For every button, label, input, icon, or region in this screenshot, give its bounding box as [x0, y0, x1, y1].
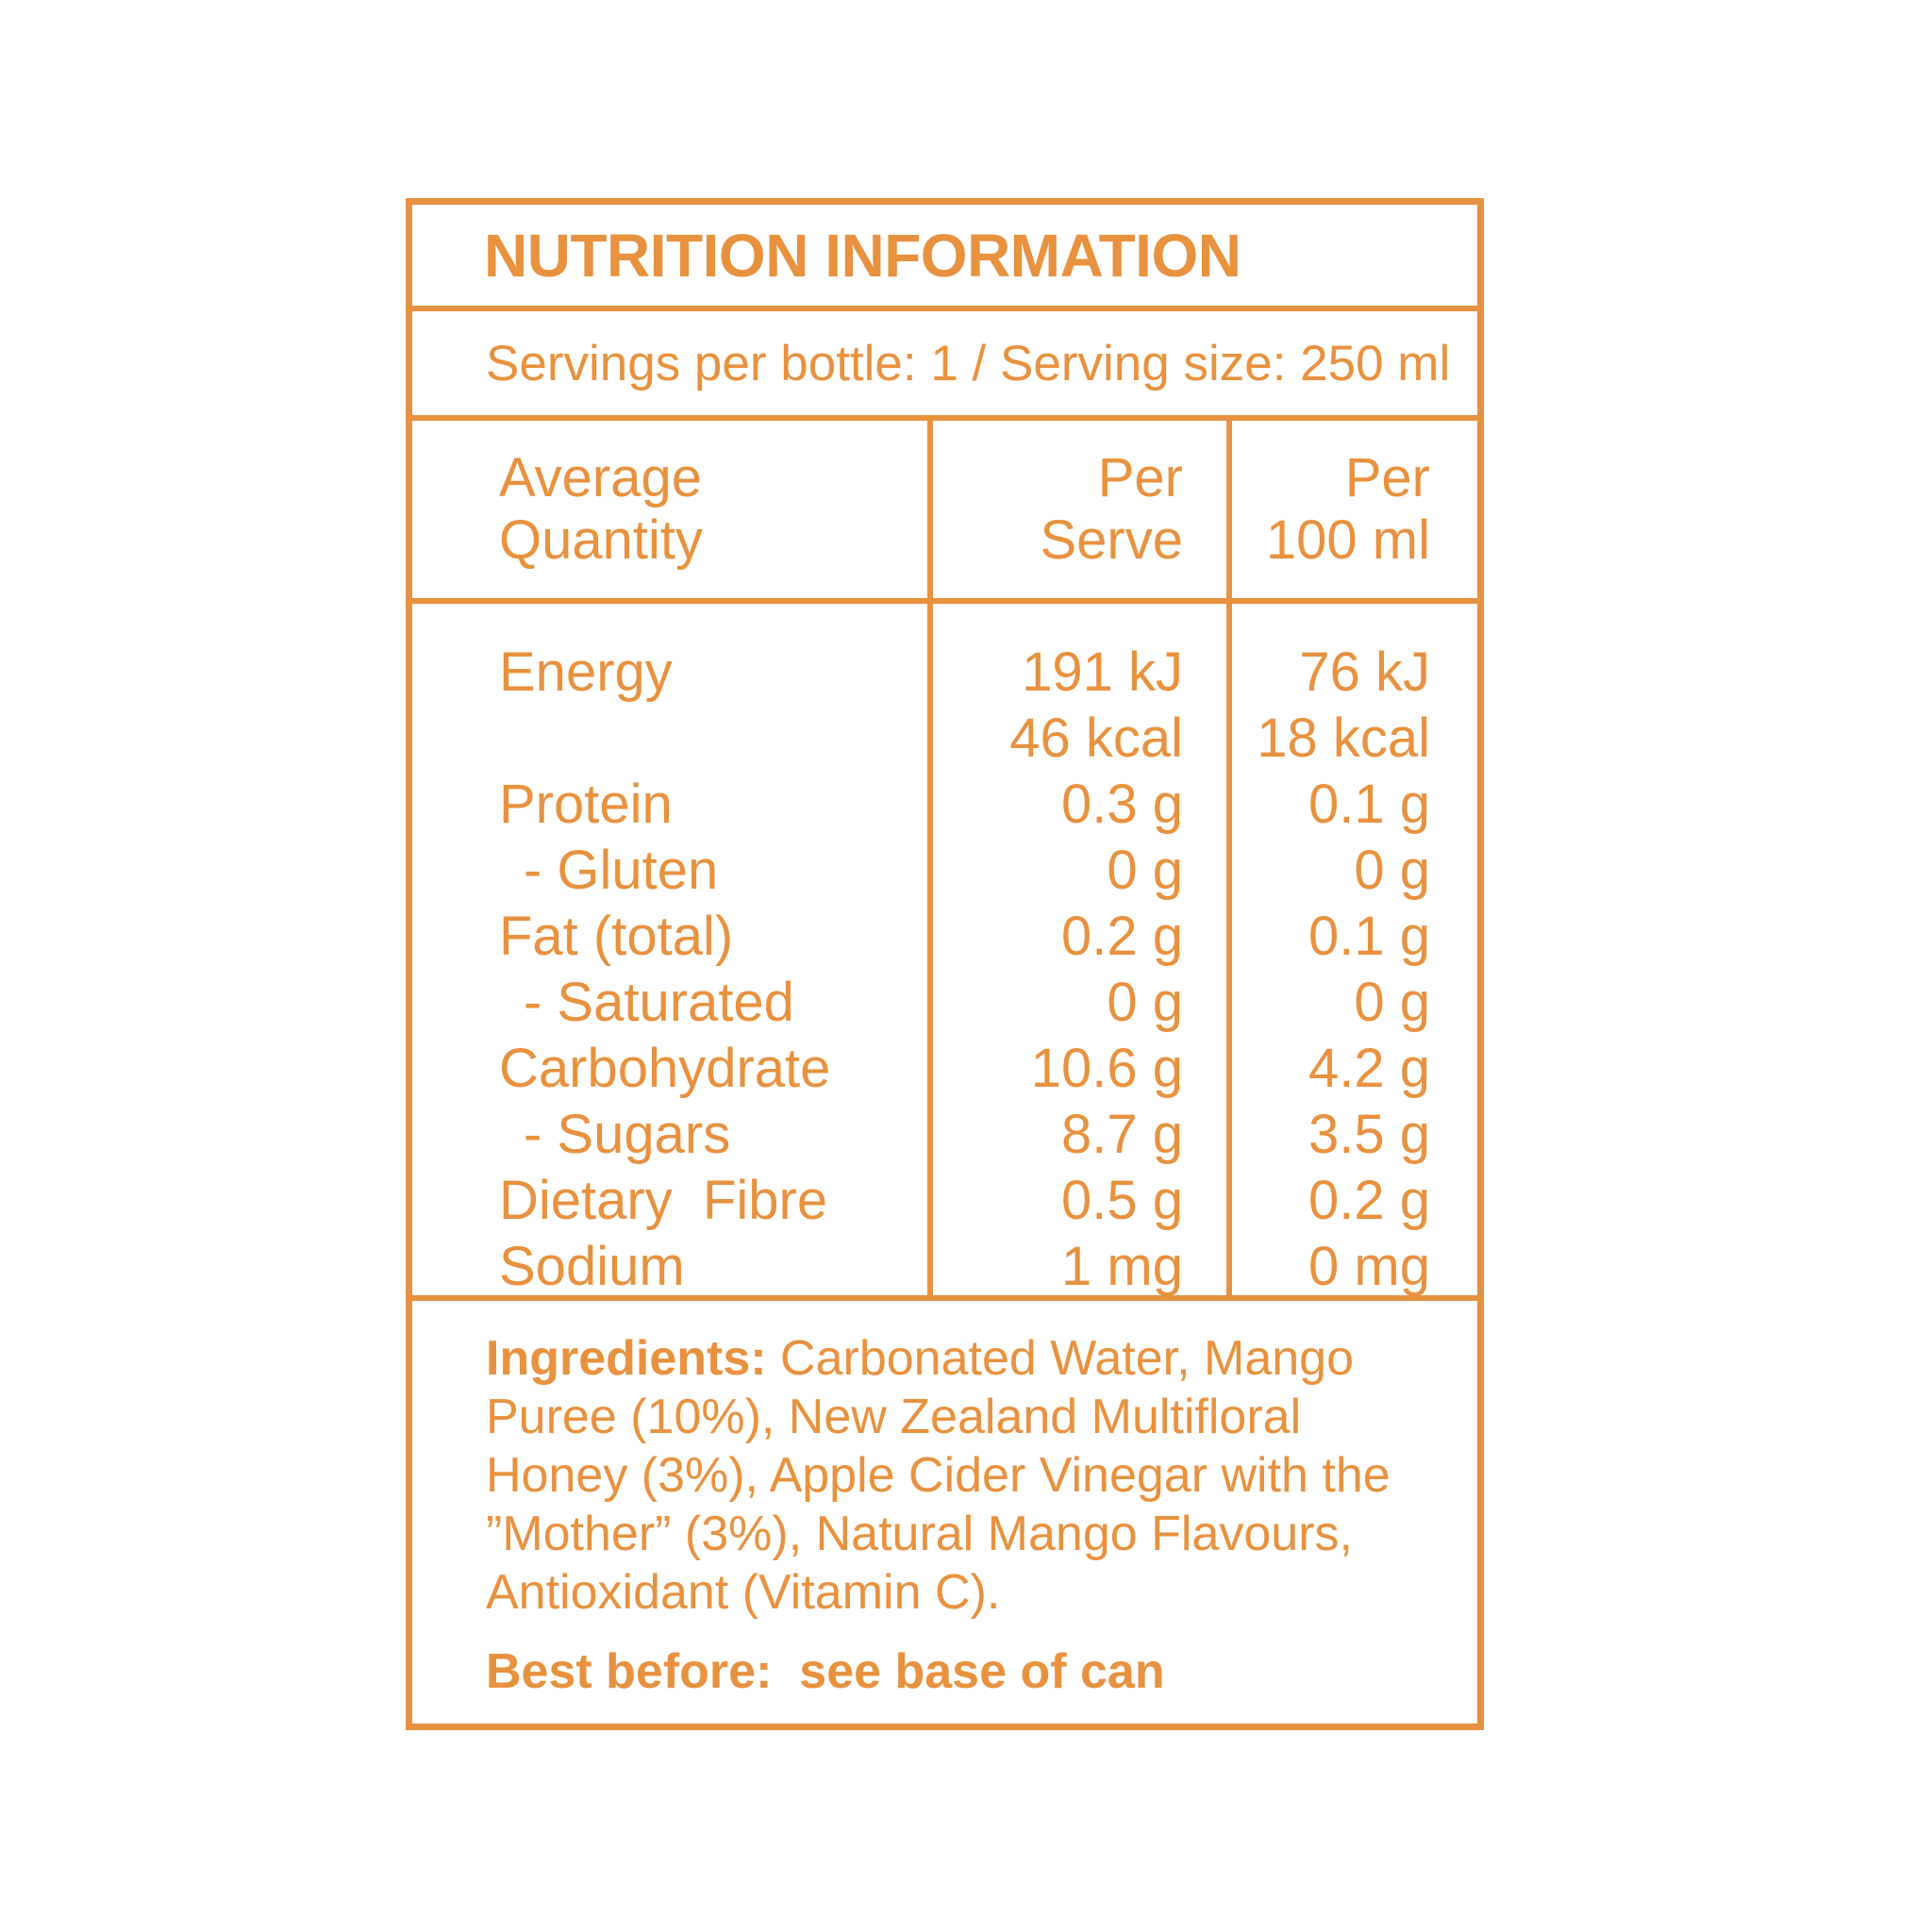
nutrient-label: Protein: [499, 774, 673, 835]
nutrient-label-cell: - Saturated: [412, 970, 927, 1036]
per-100ml-cell: 0 mg: [1226, 1234, 1477, 1300]
value-line: 10.6 g: [1030, 1038, 1183, 1099]
table-row: - Saturated 0 g 0 g: [412, 970, 1477, 1036]
nutrient-label: Carbohydrate: [499, 1038, 831, 1099]
page-title: NUTRITION INFORMATION: [484, 221, 1241, 290]
value-line: 0 g: [1354, 972, 1430, 1033]
best-before-line: Best before: see base of can: [486, 1644, 1165, 1699]
value-line: 0.2 g: [1308, 1170, 1430, 1231]
nutrient-label-cell: - Gluten: [412, 838, 927, 904]
per-100ml-cell: 76 kJ 18 kcal: [1226, 640, 1477, 772]
column-divider-1: [927, 421, 933, 1301]
per-100ml-cell: 0.1 g: [1226, 772, 1477, 838]
per-serve-cell: 10.6 g: [927, 1036, 1226, 1102]
value-line: 46 kcal: [1009, 708, 1183, 769]
per-serve-cell: 1 mg: [927, 1234, 1226, 1300]
servings-band: Servings per bottle: 1 / Serving size: 2…: [412, 311, 1477, 421]
nutrient-label: Sodium: [499, 1236, 685, 1297]
header-line: 100 ml: [1265, 509, 1430, 571]
header-line: Average: [499, 447, 702, 508]
per-100ml-cell: 0.2 g: [1226, 1168, 1477, 1234]
column-divider-2: [1226, 421, 1232, 1301]
value-line: 0.1 g: [1308, 774, 1430, 835]
value-line: 1 mg: [1061, 1236, 1183, 1297]
header-line: Serve: [1040, 509, 1183, 571]
table-row: - Sugars 8.7 g 3.5 g: [412, 1102, 1477, 1168]
header-per-100ml: Per 100 ml: [1226, 447, 1477, 572]
value-line: 191 kJ: [1022, 641, 1183, 703]
value-line: 8.7 g: [1061, 1104, 1183, 1165]
nutrient-label: Fat (total): [499, 906, 734, 967]
value-line: 0 g: [1354, 840, 1430, 901]
per-100ml-cell: 4.2 g: [1226, 1036, 1477, 1102]
nutrition-panel: NUTRITION INFORMATION Servings per bottl…: [406, 198, 1484, 1730]
per-serve-cell: 0.2 g: [927, 904, 1226, 970]
table-row: Energy 191 kJ 46 kcal 76 kJ 18 kcal: [412, 640, 1477, 772]
table-row: Protein 0.3 g 0.1 g: [412, 772, 1477, 838]
table-row: Fat (total) 0.2 g 0.1 g: [412, 904, 1477, 970]
value-line: 76 kJ: [1299, 641, 1430, 703]
value-line: 0 g: [1107, 972, 1183, 1033]
header-average-quantity: Average Quantity: [412, 447, 927, 572]
per-serve-cell: 0 g: [927, 838, 1226, 904]
nutrient-label: Dietary Fibre: [499, 1170, 828, 1231]
header-line: Quantity: [499, 509, 703, 571]
header-per-serve: Per Serve: [927, 447, 1226, 572]
per-serve-cell: 0 g: [927, 970, 1226, 1036]
nutrient-label-cell: Dietary Fibre: [412, 1168, 927, 1234]
servings-line: Servings per bottle: 1 / Serving size: 2…: [486, 335, 1451, 391]
table-header-row: Average Quantity Per Serve Per 100 ml: [412, 421, 1477, 604]
ingredients-text: Carbonated Water, Mango Puree (10%), New…: [486, 1331, 1391, 1620]
value-line: 0 g: [1107, 840, 1183, 901]
nutrient-label-cell: Sodium: [412, 1234, 927, 1300]
table-row: Carbohydrate 10.6 g 4.2 g: [412, 1036, 1477, 1102]
per-100ml-cell: 0 g: [1226, 838, 1477, 904]
nutrient-label-cell: Energy: [412, 640, 927, 772]
table-row: - Gluten 0 g 0 g: [412, 838, 1477, 904]
value-line: 0.2 g: [1061, 906, 1183, 967]
per-serve-cell: 191 kJ 46 kcal: [927, 640, 1226, 772]
nutrition-table: Average Quantity Per Serve Per 100 ml En…: [412, 421, 1477, 1301]
value-line: 0.5 g: [1061, 1170, 1183, 1231]
per-serve-cell: 0.3 g: [927, 772, 1226, 838]
nutrient-label: - Sugars: [524, 1104, 731, 1165]
per-100ml-cell: 0.1 g: [1226, 904, 1477, 970]
table-body: Energy 191 kJ 46 kcal 76 kJ 18 kcal Protein 0.…: [412, 604, 1477, 1301]
nutrient-label: Energy: [499, 641, 673, 703]
title-band: NUTRITION INFORMATION: [412, 205, 1477, 311]
ingredients-section: Ingredients: Carbonated Water, Mango Pur…: [412, 1301, 1477, 1701]
nutrient-label-cell: Carbohydrate: [412, 1036, 927, 1102]
ingredients-heading: Ingredients:: [486, 1331, 767, 1386]
per-100ml-cell: 3.5 g: [1226, 1102, 1477, 1168]
value-line: 0 mg: [1308, 1236, 1430, 1297]
value-line: 0.1 g: [1308, 906, 1430, 967]
header-line: Per: [1344, 447, 1430, 508]
nutrient-label: - Gluten: [524, 840, 719, 901]
table-row: Dietary Fibre 0.5 g 0.2 g: [412, 1168, 1477, 1234]
nutrient-label-cell: Fat (total): [412, 904, 927, 970]
value-line: 3.5 g: [1308, 1104, 1430, 1165]
header-line: Per: [1097, 447, 1183, 508]
ingredients-paragraph: Ingredients: Carbonated Water, Mango Pur…: [486, 1329, 1439, 1622]
nutrient-label-cell: Protein: [412, 772, 927, 838]
nutrient-label: - Saturated: [524, 972, 794, 1033]
nutrient-label-cell: - Sugars: [412, 1102, 927, 1168]
per-serve-cell: 0.5 g: [927, 1168, 1226, 1234]
value-line: 0.3 g: [1061, 774, 1183, 835]
value-line: 4.2 g: [1308, 1038, 1430, 1099]
value-line: 18 kcal: [1257, 708, 1430, 769]
table-row: Sodium 1 mg 0 mg: [412, 1234, 1477, 1300]
per-100ml-cell: 0 g: [1226, 970, 1477, 1036]
per-serve-cell: 8.7 g: [927, 1102, 1226, 1168]
